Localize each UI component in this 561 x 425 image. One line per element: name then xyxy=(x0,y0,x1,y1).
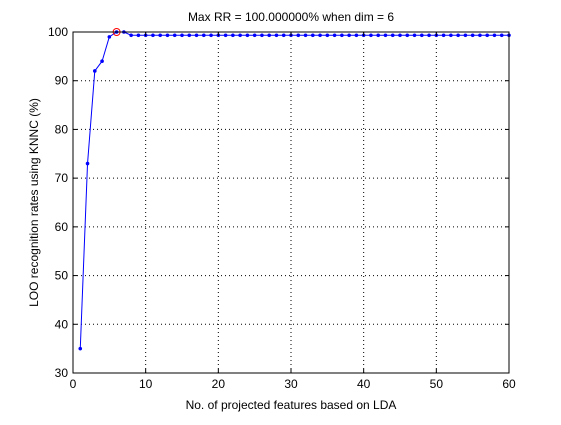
data-point xyxy=(311,33,315,38)
data-point xyxy=(478,33,482,38)
data-point xyxy=(383,33,388,38)
data-point xyxy=(376,33,381,38)
data-point xyxy=(136,33,141,38)
data-point xyxy=(187,33,192,38)
data-point xyxy=(85,161,90,166)
plot-area xyxy=(73,32,509,373)
y-tick-label: 40 xyxy=(55,317,69,331)
data-point xyxy=(463,33,468,38)
x-tick-label: 10 xyxy=(139,377,153,391)
data-point xyxy=(420,33,424,38)
data-point xyxy=(78,346,83,351)
data-point xyxy=(449,33,453,38)
data-point xyxy=(318,33,322,38)
y-tick-label: 50 xyxy=(55,269,69,283)
chart-title: Max RR = 100.000000% when dim = 6 xyxy=(188,10,394,24)
data-point xyxy=(303,33,308,38)
data-point xyxy=(252,33,257,38)
data-point xyxy=(223,33,228,38)
data-point xyxy=(180,33,184,38)
data-point xyxy=(260,33,264,38)
data-point xyxy=(470,33,475,38)
data-point xyxy=(412,33,417,38)
data-point xyxy=(340,33,344,38)
data-point xyxy=(165,33,170,38)
data-point xyxy=(369,33,373,38)
y-tick-label: 100 xyxy=(48,25,68,39)
x-tick-label: 60 xyxy=(502,377,516,391)
y-tick-label: 90 xyxy=(55,74,69,88)
data-point xyxy=(209,33,213,38)
data-point xyxy=(172,33,177,38)
data-point xyxy=(347,33,351,38)
data-point xyxy=(245,33,250,38)
x-tick-label: 40 xyxy=(357,377,371,391)
data-point xyxy=(325,33,330,38)
y-tick-label: 60 xyxy=(55,220,69,234)
data-point xyxy=(398,33,402,38)
x-tick-label: 20 xyxy=(212,377,226,391)
data-point xyxy=(456,33,460,38)
data-point xyxy=(296,33,301,38)
data-point xyxy=(405,33,410,38)
data-point xyxy=(441,33,446,38)
data-point xyxy=(129,33,133,38)
ticks: 0 10 20 30 40 50 60 30 40 50 60 70 80 90 100 xyxy=(48,25,516,391)
x-axis-label: No. of projected features based on LDA xyxy=(186,398,397,412)
grid xyxy=(73,32,509,373)
data-point xyxy=(332,33,337,38)
y-tick-label: 80 xyxy=(55,122,69,136)
data-point xyxy=(231,33,235,38)
x-tick-label: 30 xyxy=(284,377,298,391)
data-point xyxy=(281,33,286,38)
data-point xyxy=(158,33,162,38)
data-point xyxy=(427,33,431,38)
data-point xyxy=(492,33,497,38)
data-point xyxy=(354,33,359,38)
data-point xyxy=(485,33,490,38)
x-tick-label: 0 xyxy=(70,377,77,391)
data-point xyxy=(202,33,206,38)
data-point xyxy=(100,59,104,64)
data-point xyxy=(107,35,112,39)
data-point xyxy=(274,33,279,38)
data-point xyxy=(390,33,395,38)
data-point xyxy=(151,33,155,38)
x-tick-label: 50 xyxy=(430,377,444,391)
data-point xyxy=(93,69,97,73)
y-tick-label: 70 xyxy=(55,171,69,185)
y-tick-label: 30 xyxy=(55,366,69,380)
data-point xyxy=(267,33,272,38)
data-point xyxy=(194,33,199,38)
data-point xyxy=(238,33,242,38)
data-point xyxy=(499,33,504,38)
y-axis-label: LOO recognition rates using KNNC (%) xyxy=(27,98,41,307)
